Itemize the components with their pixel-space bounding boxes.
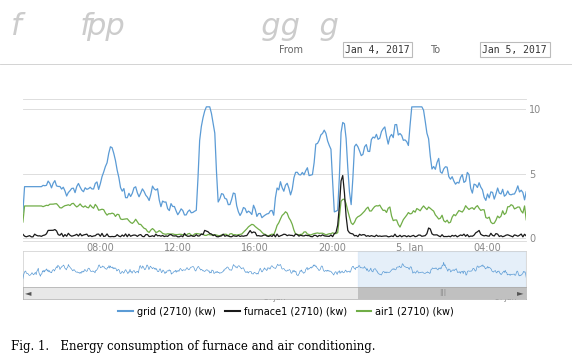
Text: f      f: f f	[11, 12, 92, 41]
Text: From: From	[279, 45, 303, 55]
Text: ►: ►	[517, 289, 524, 297]
Text: To: To	[430, 45, 440, 55]
Text: Jan 4, 2017: Jan 4, 2017	[345, 45, 410, 55]
Text: Fig. 1.   Energy consumption of furnace and air conditioning.: Fig. 1. Energy consumption of furnace an…	[11, 340, 376, 353]
Text: ◄: ◄	[25, 289, 32, 297]
Text: 5. Jan: 5. Jan	[495, 293, 516, 302]
Text: |||: |||	[439, 290, 446, 296]
Text: Jan 5, 2017: Jan 5, 2017	[483, 45, 547, 55]
Legend: grid (2710) (kw), furnace1 (2710) (kw), air1 (2710) (kw): grid (2710) (kw), furnace1 (2710) (kw), …	[114, 303, 458, 320]
Bar	[359, 251, 526, 287]
Text: 3. Jan: 3. Jan	[264, 293, 285, 302]
Text: pp              gg  g: pp gg g	[86, 12, 339, 41]
Bar	[359, 287, 526, 299]
